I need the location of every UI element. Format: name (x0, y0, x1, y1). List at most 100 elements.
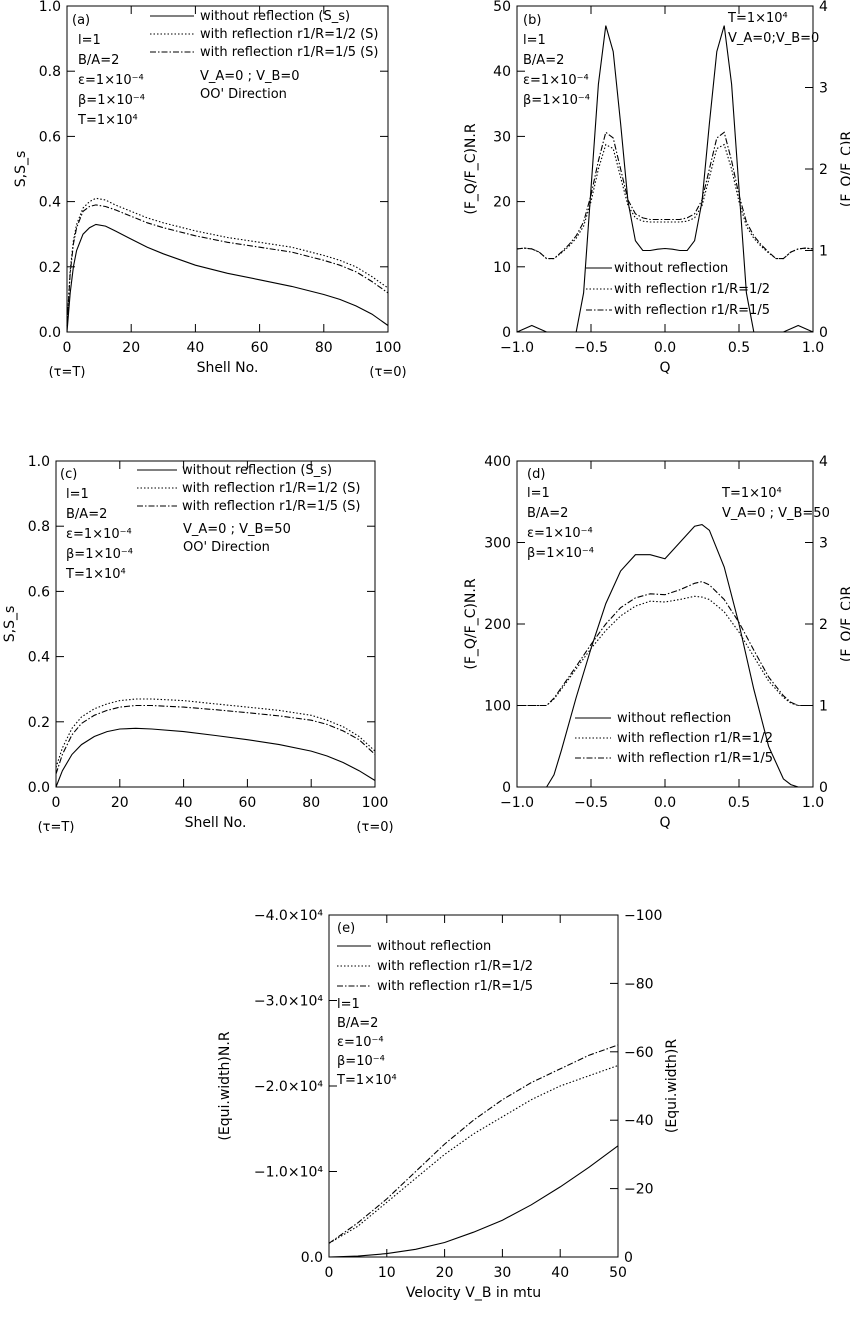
y-tick-label: 100 (484, 699, 511, 715)
y-tick-label: 50 (493, 0, 511, 15)
legend-label-3: with reflection r1/R=1/5 (S) (182, 499, 361, 514)
annotation-text: l=1 (337, 997, 360, 1012)
annotation-text: ε=1×10⁻⁴ (66, 527, 132, 542)
y-axis-label: (F_Q/F_C)N.R (463, 578, 479, 669)
series-line-3 (517, 581, 813, 707)
series-line-2 (55, 698, 376, 768)
series-line-2 (517, 595, 813, 707)
x-tick-label: 20 (111, 795, 129, 811)
y-right-tick-label: 4 (819, 454, 828, 470)
annotation-text: T=1×10⁴ (336, 1073, 397, 1088)
x-tick-label: 0 (52, 795, 61, 811)
x-axis-label: Q (659, 815, 670, 831)
y-right-tick-label: 0 (819, 325, 828, 341)
x-under-label-right: (τ=0) (356, 820, 393, 835)
x-tick-label: 20 (122, 340, 140, 356)
y-tick-label: 300 (484, 536, 511, 552)
x-tick-label: 40 (186, 340, 204, 356)
x-tick-label: 0.0 (654, 795, 676, 811)
legend-label-1: without reflection (614, 261, 728, 276)
x-tick-label: 10 (378, 1265, 396, 1281)
y-tick-label: 1.0 (28, 454, 50, 470)
annotation-text: T=1×10⁴ (721, 486, 782, 501)
x-tick-label: 0 (63, 340, 72, 356)
y-tick-label: 0.0 (39, 325, 61, 341)
x-under-label-left: (τ=T) (49, 365, 86, 380)
y-tick-label: −1.0×10⁴ (254, 1165, 324, 1181)
y-axis-label: S,S_s (13, 151, 29, 188)
annotation-text: V_A=0 ; V_B=50 (722, 506, 830, 521)
y-right-tick-label: −60 (624, 1045, 654, 1061)
annotation-text: V_A=0 ; V_B=0 (200, 69, 300, 84)
x-axis-label: Q (659, 360, 670, 376)
x-tick-label: 0 (325, 1265, 334, 1281)
panel-label: (d) (527, 467, 545, 482)
series-line-1 (516, 25, 814, 333)
chart-panel-d: −1.0 −0.5 0.0 0.5 1.0010020030040001234Q(F_Q… (463, 454, 850, 831)
annotation-text: T=1×10⁴ (65, 567, 126, 582)
annotation-text: ε=10⁻⁴ (337, 1035, 384, 1050)
y-right-tick-label: −20 (624, 1182, 654, 1198)
y-tick-label: 400 (484, 454, 511, 470)
y-tick-label: 0.6 (28, 584, 50, 600)
x-tick-label: 0.5 (728, 795, 750, 811)
y-tick-label: 0.4 (28, 650, 50, 666)
x-tick-label: 60 (251, 340, 269, 356)
x-axis-label: Shell No. (185, 815, 247, 831)
chart-panel-e: 0 10 20 30 40 50 0.0 −1.0×10⁴ −2.0×10⁴ −3.0×10⁴ −4… (217, 908, 680, 1301)
y-tick-label: 0.2 (39, 260, 61, 276)
x-tick-label: 40 (551, 1265, 569, 1281)
x-tick-label: 80 (315, 340, 333, 356)
x-tick-label: −0.5 (574, 795, 608, 811)
annotation-text: ε=1×10⁻⁴ (527, 526, 593, 541)
x-tick-label: −1.0 (500, 795, 534, 811)
annotation-text: OO' Direction (200, 87, 287, 102)
legend-label-2: with reflection r1/R=1/2 (617, 731, 773, 746)
annotation-text: β=1×10⁻⁴ (527, 546, 594, 561)
y-right-tick-label: −100 (624, 908, 662, 924)
annotation-text: T=1×10⁴ (77, 113, 138, 128)
x-tick-label: 1.0 (802, 340, 824, 356)
y-tick-label: 0.4 (39, 195, 61, 211)
y-tick-label: 0.8 (39, 64, 61, 80)
y-right-axis-label: (F_Q/F_C)R (839, 131, 850, 208)
x-tick-label: 40 (175, 795, 193, 811)
x-tick-label: 0.5 (728, 340, 750, 356)
annotation-text: β=1×10⁻⁴ (78, 93, 145, 108)
annotation-text: OO' Direction (183, 540, 270, 555)
annotation-text: T=1×10⁴ (727, 11, 788, 26)
panel-label: (b) (523, 13, 541, 28)
y-tick-label: −2.0×10⁴ (254, 1079, 324, 1095)
y-tick-label: 200 (484, 617, 511, 633)
panel-label: (e) (337, 921, 355, 936)
annotation-text: V_A=0;V_B=0 (728, 31, 819, 46)
y-tick-label: −4.0×10⁴ (254, 908, 324, 924)
legend-label-1: without reflection (377, 939, 491, 954)
annotation-text: l=1 (78, 33, 101, 48)
annotation-text: l=1 (66, 487, 89, 502)
y-right-tick-label: 0 (624, 1250, 633, 1266)
annotation-text: β=10⁻⁴ (337, 1054, 385, 1069)
series-line-1 (66, 223, 389, 333)
y-tick-label: 0.2 (28, 715, 50, 731)
x-axis-label: Velocity V_B in mtu (406, 1285, 541, 1301)
legend-label-2: with reflection r1/R=1/2 (614, 282, 770, 297)
y-right-tick-label: 1 (819, 244, 828, 260)
legend-label-2: with reflection r1/R=1/2 (S) (200, 27, 379, 42)
y-tick-label: 0.6 (39, 129, 61, 145)
series-line-3 (55, 704, 376, 775)
y-tick-label: 30 (493, 129, 511, 145)
y-right-tick-label: 3 (819, 536, 828, 552)
plot-frame (66, 5, 389, 333)
series-line-1 (517, 524, 813, 788)
plot-frame (55, 460, 376, 788)
chart-panel-b: −1.0 −0.5 0.0 0.5 1.00102030405001234Q(F_Q/F… (463, 0, 850, 376)
x-tick-label: 20 (436, 1265, 454, 1281)
annotation-text: β=1×10⁻⁴ (66, 547, 133, 562)
x-tick-label: 1.0 (802, 795, 824, 811)
y-right-tick-label: −40 (624, 1113, 654, 1129)
x-tick-label: −0.5 (574, 340, 608, 356)
chart-panel-c: 0 20 40 60 80 100 0.0 0.2 0.4 0.6 0.8 1.0 Shell No. S… (2, 454, 394, 835)
series-line-3 (328, 1044, 619, 1244)
y-right-axis-label: (F_Q/F_C)R (839, 586, 850, 663)
